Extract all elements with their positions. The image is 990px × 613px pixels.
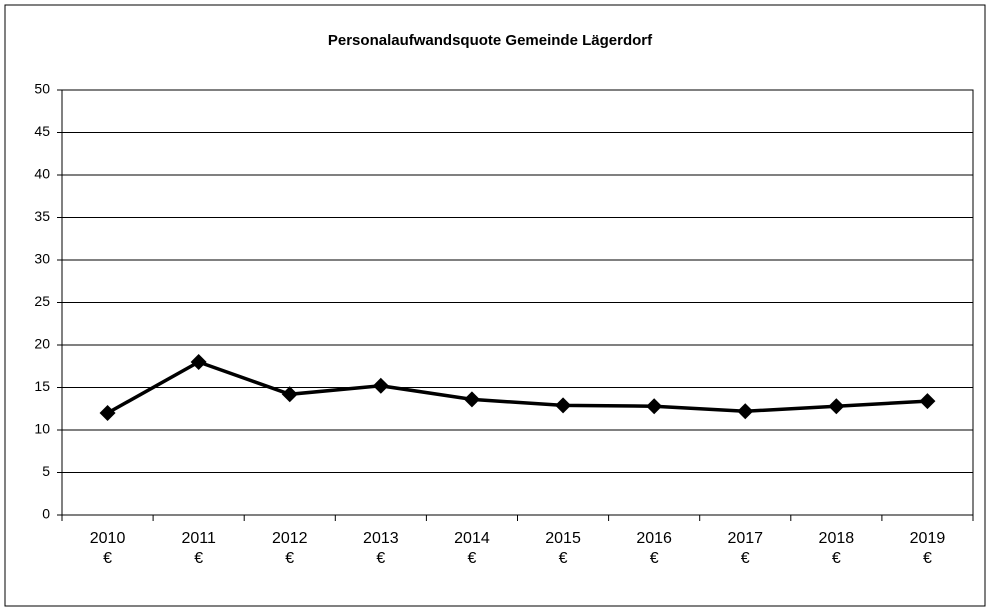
marker: [919, 393, 936, 410]
y-tick-label: 25: [34, 293, 50, 309]
chart-title: Personalaufwandsquote Gemeinde Lägerdorf: [328, 32, 653, 49]
marker: [828, 398, 845, 415]
x-tick-label: 2010 €: [89, 530, 126, 567]
marker: [190, 354, 207, 370]
marker: [737, 403, 754, 420]
x-tick-label: 2019 €: [909, 530, 946, 567]
y-tick-label: 35: [34, 208, 50, 224]
y-tick-label: 0: [42, 506, 50, 522]
marker: [646, 398, 663, 415]
marker: [372, 377, 389, 394]
y-tick-label: 15: [34, 378, 50, 394]
x-tick-label: 2017 €: [727, 530, 764, 567]
y-tick-label: 50: [34, 81, 50, 97]
marker: [555, 397, 572, 414]
x-tick-label: 2014 €: [454, 530, 490, 567]
x-tick-label: 2015 €: [545, 530, 581, 567]
y-tick-label: 30: [34, 251, 50, 267]
x-tick-label: 2016 €: [636, 530, 672, 567]
y-tick-label: 10: [34, 421, 50, 437]
marker: [281, 386, 298, 403]
x-tick-label: 2013 €: [363, 530, 399, 567]
x-tick-label: 2018 €: [818, 530, 855, 567]
marker: [463, 391, 480, 408]
y-tick-label: 40: [34, 166, 50, 182]
x-tick-label: 2011 €: [181, 530, 216, 567]
y-tick-label: 45: [34, 123, 50, 139]
x-tick-label: 2012 €: [271, 530, 308, 567]
y-tick-label: 20: [34, 336, 50, 352]
marker: [99, 405, 116, 421]
y-tick-label: 5: [42, 463, 50, 479]
line: [106, 360, 928, 415]
chart-border: [4, 4, 986, 607]
